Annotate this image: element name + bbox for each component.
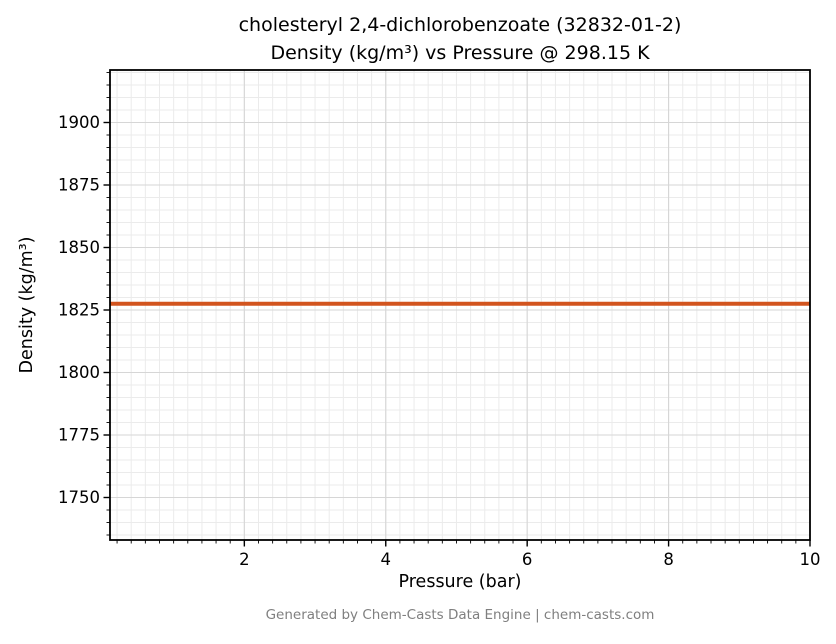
y-tick-label: 1875 bbox=[58, 176, 100, 195]
x-tick-label: 4 bbox=[381, 550, 392, 569]
footer-credit: Generated by Chem-Casts Data Engine | ch… bbox=[265, 607, 655, 623]
chart-title: cholesteryl 2,4-dichlorobenzoate (32832-… bbox=[110, 11, 810, 67]
chart-title-line1: cholesteryl 2,4-dichlorobenzoate (32832-… bbox=[238, 14, 682, 36]
major-gridlines bbox=[110, 70, 811, 540]
plot-frame bbox=[109, 69, 811, 541]
y-tick-label: 1750 bbox=[58, 488, 100, 507]
y-tick-label: 1900 bbox=[58, 113, 100, 132]
y-tick-label: 1825 bbox=[58, 301, 100, 320]
x-tick-label: 6 bbox=[522, 550, 533, 569]
x-axis-label: Pressure (bar) bbox=[398, 572, 522, 592]
tick-labels: 2 4 6 8 10 1750 1775 1800 1825 1850 1875 1900 bbox=[58, 113, 821, 569]
chart-title-line2: Density (kg/m³) vs Pressure @ 298.15 K bbox=[270, 42, 650, 64]
x-tick-label: 2 bbox=[239, 550, 250, 569]
x-tick-label: 10 bbox=[800, 550, 821, 569]
y-tick-label: 1850 bbox=[58, 238, 100, 257]
y-tick-label: 1775 bbox=[58, 426, 100, 445]
y-tick-label: 1800 bbox=[58, 363, 100, 382]
y-axis-label: Density (kg/m³) bbox=[17, 236, 37, 374]
x-tick-label: 8 bbox=[663, 550, 674, 569]
